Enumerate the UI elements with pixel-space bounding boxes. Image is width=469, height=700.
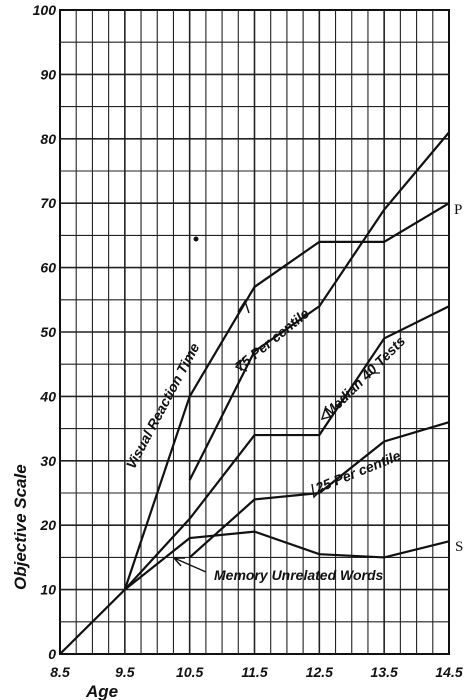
series-line-3 [124, 305, 450, 591]
y-tick-label: 100 [33, 2, 57, 18]
tick-labels: 0 10 20 30 40 50 60 70 80 90 100 8.5 9.5 10.5 11.5 12.5… [33, 2, 463, 680]
x-tick-label: 9.5 [115, 664, 135, 680]
annotation-label-1: Visual Reaction Time [123, 340, 203, 471]
y-tick-label: 0 [48, 646, 56, 662]
x-tick-label: 11.5 [241, 664, 267, 680]
y-tick-label: 20 [39, 517, 56, 533]
annotation-label-5: Memory Unrelated Words [214, 567, 384, 583]
series-lines [59, 131, 450, 655]
grid [59, 9, 450, 655]
annotation-arrow-2 [234, 357, 248, 372]
y-tick-label: 80 [40, 131, 56, 147]
y-tick-label: 70 [40, 195, 56, 211]
annotation-arrow-3 [320, 405, 334, 421]
y-axis-label: Objective Scale [11, 464, 30, 590]
annotation-label-3: Median 40 Tests [321, 333, 409, 421]
side-label-p: P [454, 202, 462, 218]
stray-mark [193, 236, 199, 242]
annotation-label-4: 25 Per centile [312, 447, 403, 496]
y-tick-label: 90 [40, 66, 56, 82]
series-line-2 [188, 131, 450, 481]
side-label-s: S [455, 539, 463, 555]
x-tick-label: 8.5 [50, 664, 70, 680]
y-tick-label: 10 [40, 582, 56, 598]
x-tick-label: 14.5 [435, 664, 462, 680]
annotation-arrow-1 [237, 299, 250, 314]
y-tick-label: 30 [40, 453, 56, 469]
series-line-5 [124, 530, 450, 591]
x-tick-label: 13.5 [371, 664, 398, 680]
y-tick-label: 40 [39, 388, 56, 404]
series-line-4 [188, 421, 450, 559]
annotation-arrow-5 [173, 557, 207, 573]
x-tick-label: 12.5 [306, 664, 333, 680]
y-tick-label: 50 [40, 324, 56, 340]
x-axis-label: Age [85, 682, 118, 700]
arrow-mark [367, 368, 380, 378]
annotation-arrow-4 [311, 483, 324, 499]
y-tick-label: 60 [40, 260, 56, 276]
x-tick-label: 10.5 [176, 664, 203, 680]
